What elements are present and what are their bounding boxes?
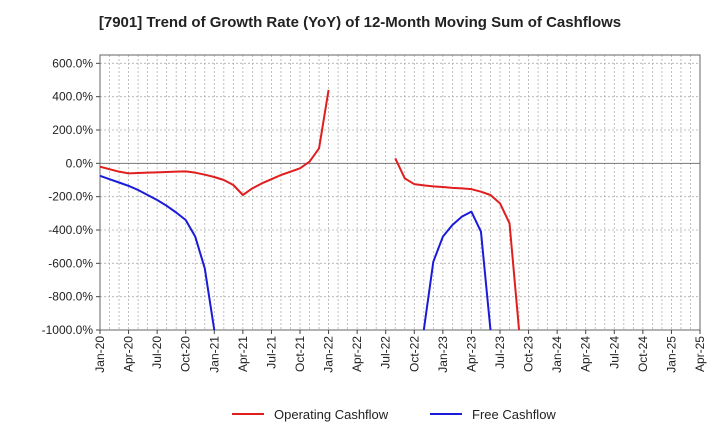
x-tick-label: Apr-22 (350, 336, 364, 372)
x-tick-label: Oct-23 (522, 336, 536, 372)
x-tick-label: Jan-21 (207, 336, 221, 373)
y-tick-label: -1000.0% (42, 323, 94, 337)
y-tick-label: -600.0% (48, 256, 93, 270)
x-tick-label: Oct-20 (179, 336, 193, 372)
series-layer (100, 89, 521, 331)
x-tick-label: Jan-22 (322, 336, 336, 373)
x-tick-label: Apr-20 (122, 336, 136, 372)
y-tick-label: 400.0% (52, 90, 93, 104)
x-tick-label: Apr-24 (579, 336, 593, 372)
x-tick-label: Jul-21 (264, 336, 278, 369)
series-operating-cashflow (100, 89, 521, 331)
x-tick-label: Jan-25 (664, 336, 678, 373)
y-tick-label: 600.0% (52, 56, 93, 70)
x-tick-label: Apr-21 (236, 336, 250, 372)
series-line-segment (422, 210, 492, 331)
x-tick-label: Jan-20 (93, 336, 107, 373)
x-tick-label: Jul-24 (607, 336, 621, 369)
chart-title: [7901] Trend of Growth Rate (YoY) of 12-… (98, 14, 622, 31)
series-line-segment (100, 89, 330, 196)
x-tick-label: Apr-23 (464, 336, 478, 372)
plot-area-border (99, 54, 701, 331)
x-tick-label: Jul-22 (379, 336, 393, 369)
y-tick-label: -400.0% (48, 223, 93, 237)
x-tick-label: Jul-23 (493, 336, 507, 369)
x-tick-label: Oct-21 (293, 336, 307, 372)
series-free-cashflow (100, 174, 492, 331)
y-tick-label: -800.0% (48, 290, 93, 304)
x-tick-label: Oct-22 (407, 336, 421, 372)
x-tick-label: Apr-25 (693, 336, 707, 372)
axis-layer: 600.0% 400.0% 200.0% 0.0% -200.0% -400.0% -600… (42, 54, 707, 373)
y-tick-label: 200.0% (52, 123, 93, 137)
x-tick-label: Jan-24 (550, 336, 564, 373)
x-tick-label: Jan-23 (436, 336, 450, 373)
series-line-segment (100, 174, 216, 331)
series-line-segment (394, 157, 521, 331)
grid-layer (99, 55, 701, 331)
x-tick-label: Oct-24 (636, 336, 650, 372)
legend: Operating Cashflow Free Cashflow (232, 407, 556, 422)
y-tick-label: -200.0% (48, 190, 93, 204)
legend-label: Operating Cashflow (274, 407, 389, 422)
x-tick-label: Jul-20 (150, 336, 164, 369)
y-tick-label: 0.0% (66, 156, 94, 170)
legend-label: Free Cashflow (472, 407, 556, 422)
